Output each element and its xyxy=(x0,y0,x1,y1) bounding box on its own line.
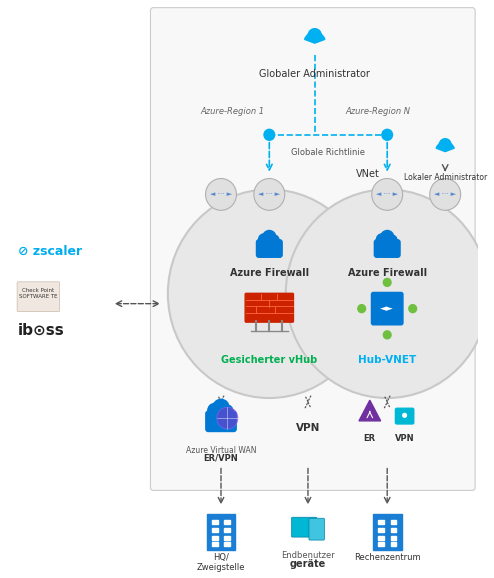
Circle shape xyxy=(382,129,393,140)
Polygon shape xyxy=(359,400,381,421)
Text: ◄ ··· ►: ◄ ··· ► xyxy=(210,191,232,198)
Circle shape xyxy=(308,29,321,42)
Text: Endbenutzer: Endbenutzer xyxy=(281,551,335,560)
FancyBboxPatch shape xyxy=(212,536,217,540)
Wedge shape xyxy=(436,142,454,151)
FancyBboxPatch shape xyxy=(224,542,230,546)
Wedge shape xyxy=(305,32,325,43)
Circle shape xyxy=(221,405,233,417)
Circle shape xyxy=(269,235,279,245)
Text: ib⊙ss: ib⊙ss xyxy=(18,323,65,338)
FancyBboxPatch shape xyxy=(372,514,402,550)
FancyBboxPatch shape xyxy=(212,520,217,524)
Circle shape xyxy=(409,305,416,313)
Text: Hub-VNET: Hub-VNET xyxy=(358,355,416,365)
FancyBboxPatch shape xyxy=(309,518,325,540)
Text: Azure-Region N: Azure-Region N xyxy=(345,108,410,116)
Circle shape xyxy=(217,407,238,429)
Text: Azure-Region 1: Azure-Region 1 xyxy=(201,108,265,116)
FancyBboxPatch shape xyxy=(206,514,236,550)
FancyBboxPatch shape xyxy=(291,517,317,537)
Circle shape xyxy=(439,139,451,151)
FancyBboxPatch shape xyxy=(256,240,282,257)
Circle shape xyxy=(264,129,275,140)
FancyBboxPatch shape xyxy=(378,520,384,524)
Circle shape xyxy=(403,413,407,417)
Text: ER: ER xyxy=(364,434,376,443)
Circle shape xyxy=(372,179,403,210)
Circle shape xyxy=(208,403,221,417)
Text: VNet: VNet xyxy=(356,169,380,180)
FancyBboxPatch shape xyxy=(391,542,397,546)
FancyBboxPatch shape xyxy=(391,520,397,524)
Circle shape xyxy=(383,331,391,339)
Text: ◄►: ◄► xyxy=(380,304,394,313)
Text: Azure Firewall: Azure Firewall xyxy=(230,268,309,278)
FancyBboxPatch shape xyxy=(378,542,384,546)
FancyBboxPatch shape xyxy=(374,240,400,257)
Text: Azure Virtual WAN: Azure Virtual WAN xyxy=(186,446,256,455)
Circle shape xyxy=(254,179,285,210)
Text: Lokaler Administrator: Lokaler Administrator xyxy=(404,173,487,181)
Text: Azure Firewall: Azure Firewall xyxy=(348,268,427,278)
Circle shape xyxy=(168,190,371,398)
Text: ER/VPN: ER/VPN xyxy=(204,454,239,462)
Circle shape xyxy=(258,234,270,245)
Text: VPN: VPN xyxy=(296,423,320,433)
FancyBboxPatch shape xyxy=(151,8,475,490)
Text: VPN: VPN xyxy=(395,434,414,443)
FancyBboxPatch shape xyxy=(395,408,414,424)
Circle shape xyxy=(387,235,397,245)
FancyBboxPatch shape xyxy=(224,528,230,532)
Text: Globale Richtlinie: Globale Richtlinie xyxy=(291,148,365,157)
Circle shape xyxy=(358,305,366,313)
Circle shape xyxy=(376,234,388,245)
Circle shape xyxy=(286,190,489,398)
Text: ◄ ··· ►: ◄ ··· ► xyxy=(376,191,398,198)
Circle shape xyxy=(383,279,391,286)
FancyBboxPatch shape xyxy=(378,528,384,532)
Text: ◄ ··· ►: ◄ ··· ► xyxy=(434,191,456,198)
Text: HQ/
Zweigstelle: HQ/ Zweigstelle xyxy=(197,553,245,572)
Text: Check Point
SOFTWARE TE: Check Point SOFTWARE TE xyxy=(19,288,58,299)
Text: Gesicherter vHub: Gesicherter vHub xyxy=(221,355,318,365)
Circle shape xyxy=(263,231,276,244)
FancyBboxPatch shape xyxy=(224,520,230,524)
FancyBboxPatch shape xyxy=(371,292,403,325)
FancyBboxPatch shape xyxy=(224,536,230,540)
Text: Globaler Administrator: Globaler Administrator xyxy=(259,69,370,79)
Circle shape xyxy=(213,399,229,416)
Text: Rechenzentrum: Rechenzentrum xyxy=(354,553,420,562)
Circle shape xyxy=(206,179,237,210)
FancyBboxPatch shape xyxy=(212,528,217,532)
FancyBboxPatch shape xyxy=(378,536,384,540)
FancyBboxPatch shape xyxy=(206,411,236,432)
Text: ◄ ··· ►: ◄ ··· ► xyxy=(258,191,280,198)
FancyBboxPatch shape xyxy=(391,536,397,540)
FancyBboxPatch shape xyxy=(245,293,293,322)
Circle shape xyxy=(380,231,394,244)
Text: ⊘ zscaler: ⊘ zscaler xyxy=(18,244,82,258)
FancyBboxPatch shape xyxy=(212,542,217,546)
Circle shape xyxy=(430,179,460,210)
Text: geräte: geräte xyxy=(290,559,326,569)
FancyBboxPatch shape xyxy=(17,282,60,312)
FancyBboxPatch shape xyxy=(391,528,397,532)
